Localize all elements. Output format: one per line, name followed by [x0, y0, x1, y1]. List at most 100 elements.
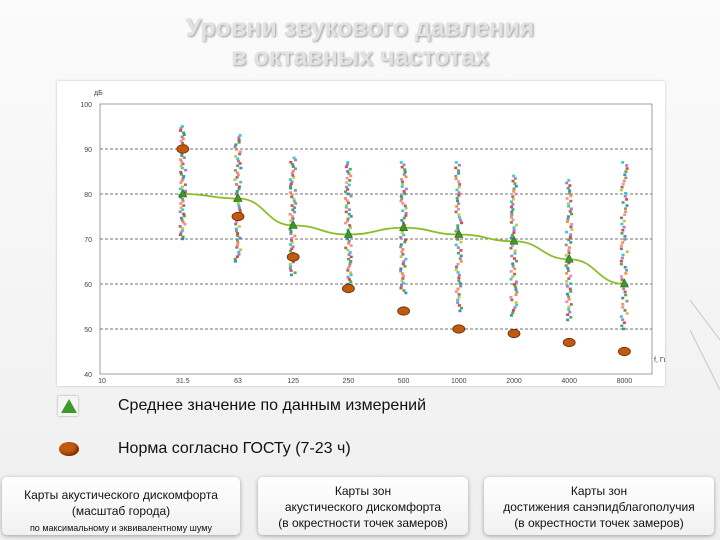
x-tick-label: 10	[98, 378, 106, 385]
measurement-point	[565, 197, 569, 200]
measurement-point	[623, 173, 627, 177]
slide-title: Уровни звукового давления в октавных час…	[0, 14, 720, 72]
measurement-point	[179, 139, 183, 143]
measurement-point	[625, 299, 629, 303]
measurement-point	[291, 215, 295, 218]
measurement-point	[237, 206, 241, 210]
measurement-point	[566, 202, 570, 205]
measurement-point	[623, 265, 627, 269]
measurement-point	[454, 229, 458, 233]
measurement-point	[346, 282, 350, 286]
measurement-point	[290, 241, 294, 244]
measurement-point	[399, 243, 403, 246]
measurement-point	[510, 244, 514, 247]
measurement-point	[456, 224, 460, 227]
measurement-point	[620, 281, 624, 284]
measurement-point	[457, 216, 461, 219]
y-tick-label: 100	[80, 102, 92, 109]
measurement-point	[346, 192, 350, 196]
measurement-point	[457, 279, 461, 282]
measurement-point	[346, 275, 350, 279]
measurement-point	[566, 215, 570, 218]
measurement-point	[569, 194, 573, 198]
measurement-point	[402, 163, 406, 167]
measurement-point	[567, 179, 571, 182]
measurement-point	[181, 162, 185, 166]
footer-box-discomfort-zones[interactable]: Карты зон акустического дискомфорта (в о…	[258, 477, 468, 535]
measurement-point	[346, 201, 350, 205]
measurement-point	[622, 327, 626, 331]
measurement-point	[288, 212, 292, 216]
measurement-point	[459, 240, 463, 244]
measurement-point	[292, 176, 296, 179]
measurement-point	[511, 195, 515, 198]
measurement-point	[235, 246, 239, 249]
measurement-point	[401, 262, 405, 266]
measurement-point	[235, 255, 239, 259]
measurement-point	[457, 293, 461, 296]
measurement-point	[456, 298, 460, 302]
measurement-point	[238, 150, 242, 154]
measurement-point	[236, 241, 240, 245]
measurement-point	[347, 253, 351, 256]
measurement-point	[236, 173, 240, 177]
footer-box-city-maps[interactable]: Карты акустического дискомфорта (масштаб…	[2, 477, 240, 535]
measurement-point	[399, 267, 403, 271]
measurement-point	[625, 312, 629, 315]
measurement-point	[293, 189, 297, 192]
measurement-point	[459, 254, 463, 258]
measurement-point	[456, 207, 460, 211]
measurement-point	[182, 133, 186, 137]
measurement-point	[624, 272, 628, 275]
mean-triangle-point	[564, 253, 574, 263]
measurement-point	[399, 178, 403, 181]
x-axis-label: f, Гц	[654, 357, 665, 364]
measurement-point	[622, 179, 626, 183]
measurement-point	[289, 273, 293, 277]
measurement-point	[238, 208, 242, 212]
measurement-point	[454, 174, 458, 178]
x-tick-label: 31.5	[176, 378, 190, 385]
measurement-point	[288, 178, 292, 181]
measurement-point	[236, 159, 240, 163]
measurement-point	[399, 161, 403, 164]
measurement-point	[402, 233, 406, 237]
measurement-point	[344, 206, 348, 209]
measurement-point	[624, 210, 628, 214]
chart-frame: 40 50 60 70 80 90 100 10 31.5 63 125 250 500 1000 2000…	[57, 81, 668, 386]
measurement-point	[236, 232, 240, 235]
measurement-point	[456, 287, 460, 291]
measurement-point	[511, 179, 515, 183]
measurement-point	[404, 238, 408, 242]
measurement-point	[290, 247, 294, 251]
measurement-point	[621, 253, 625, 257]
measurement-point	[349, 273, 353, 277]
measurement-point	[345, 163, 349, 166]
measurement-point	[458, 282, 462, 285]
measurement-point	[567, 238, 571, 242]
measurement-point	[290, 195, 294, 199]
measurement-point	[509, 221, 513, 224]
measurement-point	[293, 234, 297, 238]
measurement-point	[291, 169, 295, 173]
norm-ellipse-point	[397, 306, 411, 316]
measurement-point	[402, 190, 406, 193]
measurement-point	[235, 176, 239, 179]
footer-box-wellbeing-zones[interactable]: Карты зон достижения санэпидблагополучия…	[484, 477, 714, 535]
measurement-point	[236, 164, 240, 168]
legend-mean: Среднее значение по данным измерений	[58, 396, 426, 416]
measurement-point	[455, 188, 459, 192]
slide-title-line2: в октавных частотах	[231, 43, 489, 71]
measurement-point	[510, 254, 514, 258]
measurement-point	[289, 184, 293, 188]
x-tick-label: 125	[287, 378, 299, 385]
measurement-point	[514, 192, 518, 196]
measurement-point	[459, 306, 463, 310]
measurement-point	[512, 226, 516, 229]
measurement-point	[624, 191, 628, 195]
measurement-point	[512, 231, 516, 235]
measurement-point	[454, 161, 458, 164]
measurement-point	[569, 207, 573, 211]
measurement-point	[233, 169, 237, 172]
measurement-point	[403, 265, 407, 268]
